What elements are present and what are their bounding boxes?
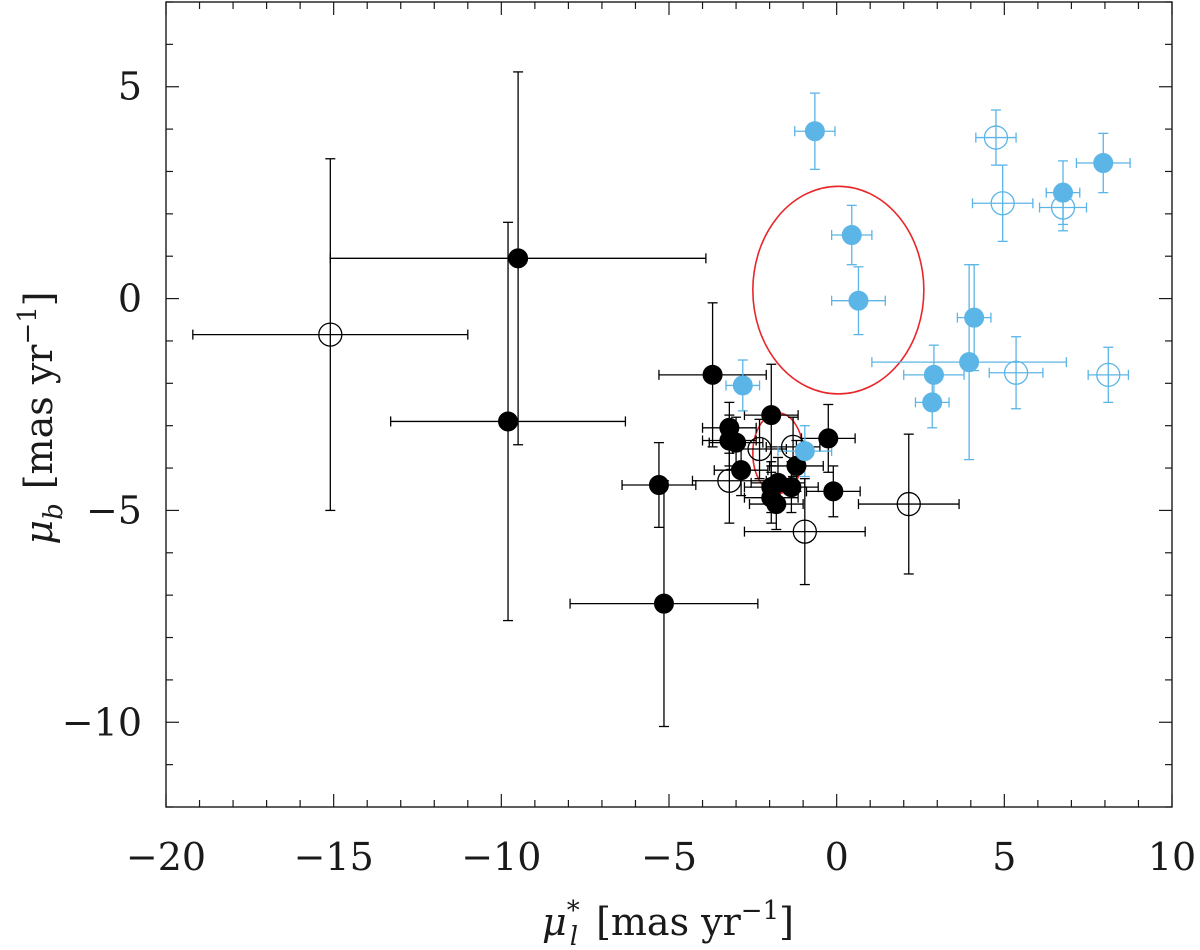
x-label-sub: l xyxy=(570,922,578,950)
x-label-unit-close: ] xyxy=(779,900,794,944)
errorbar xyxy=(857,433,960,575)
data-point-open xyxy=(1003,360,1029,385)
data-point-open xyxy=(1050,195,1076,220)
x-label-sup: * xyxy=(567,896,580,926)
data-point xyxy=(848,290,869,311)
data-point xyxy=(823,481,844,502)
x-tick-label: −10 xyxy=(461,835,541,879)
errorbar xyxy=(1087,346,1130,404)
data-point-open xyxy=(792,519,817,544)
x-tick-label: 5 xyxy=(992,835,1016,879)
data-point-open xyxy=(896,491,921,517)
data-point xyxy=(964,307,985,328)
marker-layer xyxy=(318,121,1121,614)
x-tick-label: 10 xyxy=(1148,835,1196,879)
x-label-symbol: μ xyxy=(542,900,567,944)
y-label-unit-close: ] xyxy=(17,291,61,306)
data-point xyxy=(804,121,825,142)
data-point-open xyxy=(318,322,343,347)
y-axis-label: μb [mas yr−1] xyxy=(13,291,69,544)
y-label-unit: [mas yr xyxy=(17,344,61,490)
data-point xyxy=(498,411,519,432)
data-point xyxy=(508,248,529,269)
data-point xyxy=(794,441,815,462)
data-point-open xyxy=(990,191,1015,216)
data-point xyxy=(766,494,787,515)
large-ellipse xyxy=(752,185,925,395)
data-point xyxy=(648,475,669,495)
data-point xyxy=(818,428,839,449)
errorbar xyxy=(691,437,767,524)
tick-layer xyxy=(165,1,1173,808)
errorbar-layer xyxy=(192,71,1131,728)
data-point xyxy=(653,593,674,614)
x-tick-label: −15 xyxy=(294,835,374,879)
tick-label-layer: −20 −15 −10 −5 0 5 10 −10 −5 0 5 xyxy=(62,65,1196,879)
y-tick-label: −10 xyxy=(62,700,142,744)
x-label-unit-exp: −1 xyxy=(741,896,779,926)
x-tick-label: 0 xyxy=(825,835,849,879)
x-tick-label: −20 xyxy=(126,835,206,879)
data-point xyxy=(959,352,980,373)
data-point-open xyxy=(1096,362,1121,387)
x-label-unit: [mas yr xyxy=(596,900,742,944)
data-point xyxy=(923,364,944,385)
x-axis-label: μ* l [mas yr−1] xyxy=(542,896,794,950)
data-point-open xyxy=(747,436,772,462)
errorbar xyxy=(975,109,1017,166)
y-label-symbol: μ xyxy=(17,520,61,545)
data-point xyxy=(702,364,723,385)
errorbar xyxy=(192,158,469,512)
data-point xyxy=(1093,153,1114,173)
data-point xyxy=(1053,182,1074,203)
x-tick-label: −5 xyxy=(641,835,697,879)
y-label-unit-exp: −1 xyxy=(13,306,43,344)
errorbar xyxy=(743,477,866,586)
errorbar xyxy=(988,336,1044,410)
data-point-open xyxy=(983,125,1009,150)
data-point xyxy=(726,432,747,453)
y-tick-label: 0 xyxy=(118,277,142,321)
y-tick-label: −5 xyxy=(86,488,142,532)
errorbar xyxy=(971,164,1034,243)
data-point xyxy=(841,225,862,246)
plot-frame xyxy=(165,1,1173,808)
data-point-open xyxy=(717,468,742,493)
data-point xyxy=(761,405,782,426)
data-point xyxy=(732,375,753,396)
data-point xyxy=(922,392,943,413)
y-tick-label: 5 xyxy=(118,65,142,109)
data-point xyxy=(781,477,802,498)
y-label-sub: b xyxy=(39,503,69,520)
